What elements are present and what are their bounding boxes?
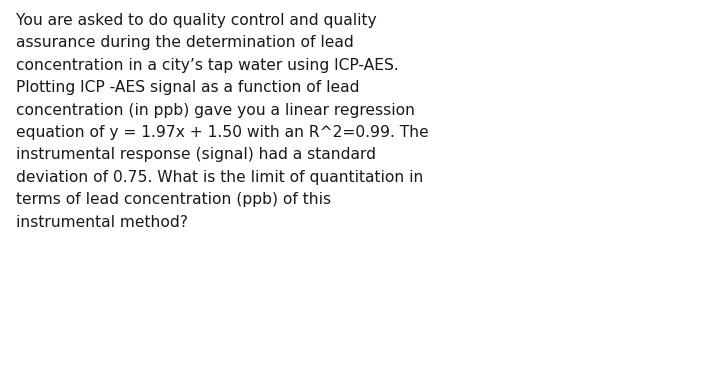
Text: You are asked to do quality control and quality
assurance during the determinati: You are asked to do quality control and … xyxy=(16,13,428,230)
